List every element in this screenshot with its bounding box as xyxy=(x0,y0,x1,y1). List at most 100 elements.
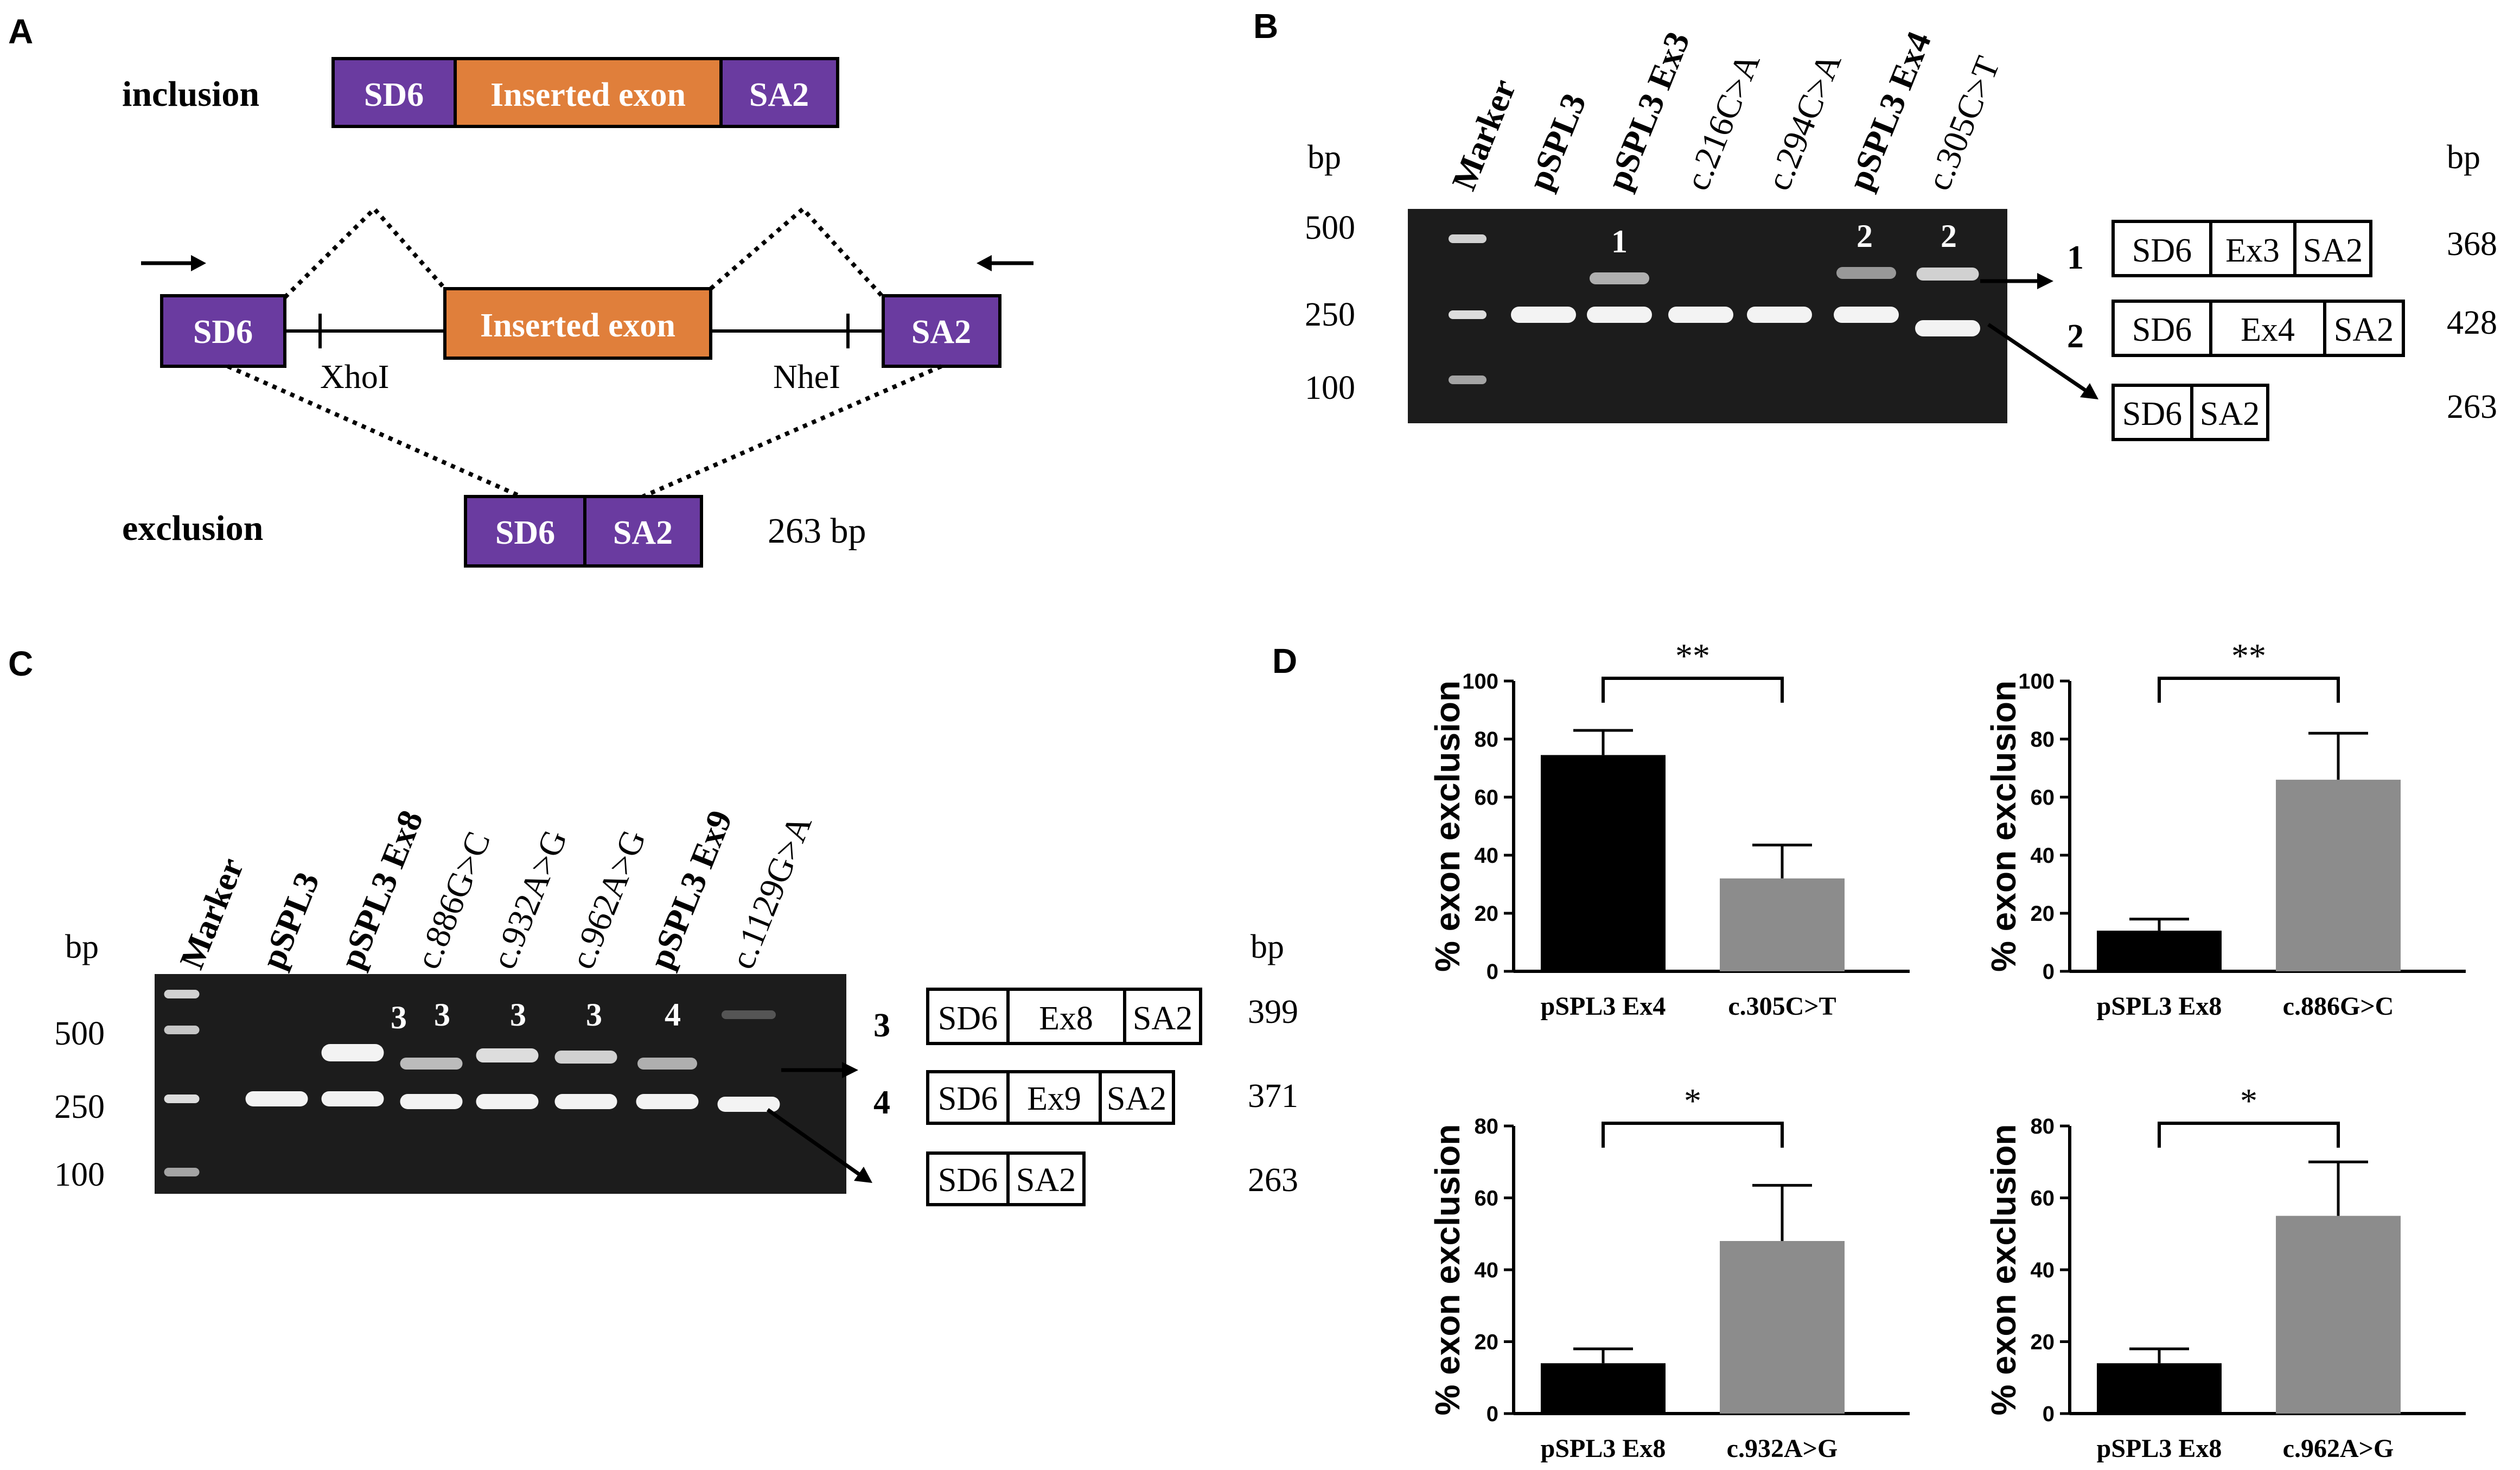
construct-sa2-box xyxy=(882,294,1001,368)
bar-chart-3: 0 20 40 60 80 % exon exclusion pSPL3 Ex8 c.932A… xyxy=(1428,1081,1910,1463)
ladder-band xyxy=(164,1026,200,1034)
bar xyxy=(1720,1241,1845,1414)
panel-b-lane-label: pSPL3 xyxy=(1520,88,1593,195)
x-category-label: c.305C>T xyxy=(1728,992,1836,1021)
y-tick-label: 60 xyxy=(2031,1187,2055,1211)
panel-c-lane-label: pSPL3 Ex9 xyxy=(641,805,739,974)
panel-c-legend-part: SD6 xyxy=(938,1162,998,1199)
panel-b-legend-part: SD6 xyxy=(2132,232,2192,269)
gel-band-lower xyxy=(400,1094,463,1109)
y-tick-label: 20 xyxy=(2031,902,2055,926)
panel-c-lane-label: c.962A>G xyxy=(563,824,653,974)
gel-band-upper xyxy=(321,1044,384,1061)
panel-c-legend-num: 4 xyxy=(873,1084,890,1121)
panel-d-letter: D xyxy=(1272,641,1297,680)
significance-bracket xyxy=(2158,1122,2340,1148)
inclusion-splice-right xyxy=(709,206,885,299)
gel-band-upper xyxy=(1590,272,1649,284)
panel-b-legend-size: 368 xyxy=(2447,226,2497,263)
y-tick-label: 60 xyxy=(2031,786,2055,810)
y-tick-label: 80 xyxy=(2031,728,2055,752)
panel-b-bp-right: bp xyxy=(2447,139,2480,176)
x-category-label: c.932A>G xyxy=(1727,1434,1838,1463)
panel-c-legend-part: SD6 xyxy=(938,1000,998,1037)
panel-a-letter: A xyxy=(8,12,33,51)
exclusion-label: exclusion xyxy=(122,508,263,548)
panel-c-band-number: 3 xyxy=(510,997,526,1033)
y-tick-label: 20 xyxy=(2031,1331,2055,1354)
gel-band-upper xyxy=(554,1051,617,1064)
y-tick-label: 80 xyxy=(2031,1115,2055,1138)
y-axis-label: % exon exclusion xyxy=(1984,1124,2023,1415)
gel-band-lower xyxy=(1747,307,1812,323)
panel-b-band-number: 2 xyxy=(1856,218,1873,254)
y-axis-label: % exon exclusion xyxy=(1984,680,2023,972)
panel-b-lane-label: c.216C>A xyxy=(1677,48,1767,196)
gel-band-lower xyxy=(1511,307,1576,323)
xhoi-label: XhoI xyxy=(320,359,389,396)
bar xyxy=(1720,878,1845,971)
panel-c-letter: C xyxy=(8,644,33,683)
gel-band-lower xyxy=(1668,307,1733,323)
x-category-label: pSPL3 Ex8 xyxy=(1541,1434,1666,1463)
gel-band-upper xyxy=(722,1010,776,1019)
y-tick-label: 0 xyxy=(2043,1402,2055,1426)
panel-b-band-number: 1 xyxy=(1611,224,1628,259)
panel-c-band-number: 3 xyxy=(586,997,602,1033)
ladder-band xyxy=(1449,234,1487,243)
exclusion-sd6-box xyxy=(464,495,586,568)
panel-c-band-number: 3 xyxy=(391,1000,407,1035)
panel-b-ladder-500: 500 xyxy=(1305,209,1355,246)
y-tick-label: 40 xyxy=(2031,1258,2055,1282)
ladder-band xyxy=(164,990,200,998)
bar xyxy=(1541,1363,1666,1414)
gel-band-upper xyxy=(1916,268,1979,281)
panel-b-ladder-100: 100 xyxy=(1305,370,1355,406)
y-tick-label: 40 xyxy=(1475,1258,1499,1282)
panel-c-lane-label: Marker xyxy=(172,852,251,974)
panel-b-legend-part: SD6 xyxy=(2132,311,2192,348)
ladder-band xyxy=(1449,310,1487,319)
y-tick-label: 100 xyxy=(1462,670,1498,693)
y-axis-label: % exon exclusion xyxy=(1428,680,1467,972)
panel-c-ladder-500: 500 xyxy=(54,1015,105,1052)
panel-b-ladder-250: 250 xyxy=(1305,296,1355,333)
panel-b-legend-part: Ex4 xyxy=(2241,311,2295,348)
panel-c-band-number: 4 xyxy=(665,997,681,1033)
x-category-label: pSPL3 Ex8 xyxy=(2097,1434,2222,1463)
panel-c-lane-label: pSPL3 xyxy=(253,867,327,974)
panel-c-legend-part: SA2 xyxy=(1016,1162,1076,1199)
bar xyxy=(1541,755,1666,971)
x-category-label: pSPL3 Ex8 xyxy=(2097,992,2222,1021)
nhei-label: NheI xyxy=(773,359,840,396)
panel-b-legend-num: 2 xyxy=(2067,318,2084,355)
panel-c-legend-part: SA2 xyxy=(1133,1000,1192,1037)
significance-bracket xyxy=(2158,677,2340,703)
panel-c-gel-image xyxy=(155,974,846,1194)
panel-b-arrow-lower xyxy=(1987,323,2087,392)
significance-bracket xyxy=(1602,677,1784,703)
gel-band-upper xyxy=(637,1058,697,1070)
panel-c-legend-part: Ex9 xyxy=(1027,1080,1081,1117)
panel-c-legend-part: SA2 xyxy=(1107,1080,1166,1117)
inclusion-exon-box xyxy=(454,57,723,128)
construct-exon-text: Inserted exon xyxy=(480,307,675,344)
panel-b-legend-size: 263 xyxy=(2447,389,2497,425)
panel-c-ladder-250: 250 xyxy=(54,1089,105,1125)
exclusion-size-label: 263 bp xyxy=(768,511,866,551)
panel-c-arrow-lower xyxy=(766,1108,862,1176)
panel-c-legend-part: Ex8 xyxy=(1039,1000,1093,1037)
x-category-label: c.886G>C xyxy=(2283,992,2394,1021)
panel-b-band-number: 2 xyxy=(1941,218,1957,254)
inclusion-exon-text: Inserted exon xyxy=(490,77,686,113)
significance-stars: * xyxy=(2240,1081,2257,1120)
construct-sa2-text: SA2 xyxy=(911,314,971,351)
gel-band-lower xyxy=(1587,307,1652,323)
x-category-label: pSPL3 Ex4 xyxy=(1541,992,1666,1021)
panel-c-legend-size: 371 xyxy=(1248,1078,1298,1115)
inclusion-sd6-text: SD6 xyxy=(364,77,424,113)
inclusion-splice-left xyxy=(283,206,446,299)
construct-sd6-box xyxy=(160,294,286,368)
gel-band-lower xyxy=(476,1094,539,1109)
